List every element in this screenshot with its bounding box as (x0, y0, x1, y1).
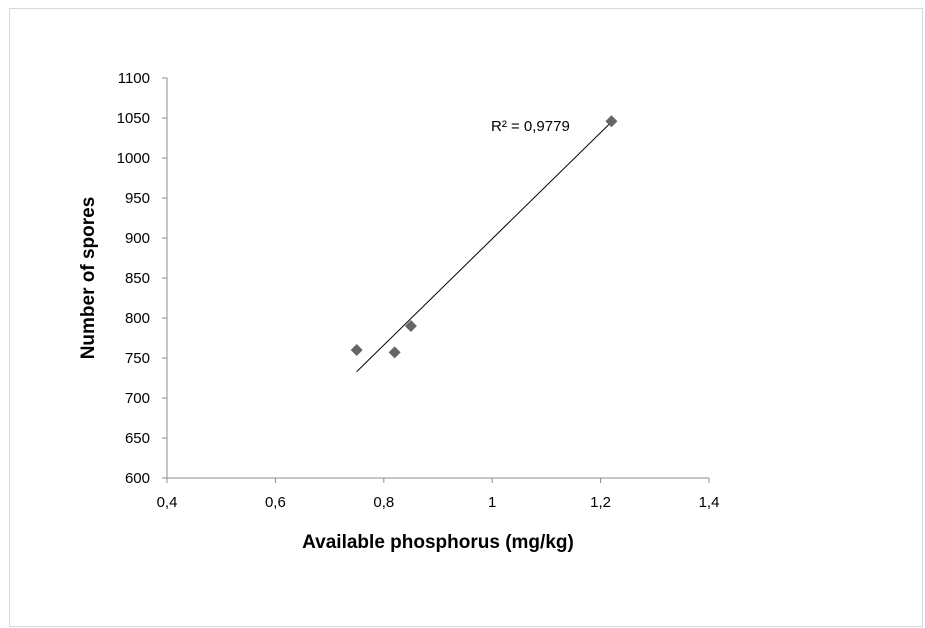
y-axis-title: Number of spores (78, 197, 99, 360)
x-tick-label: 0,8 (373, 494, 394, 511)
trendline (356, 121, 612, 372)
y-tick-label: 900 (125, 230, 150, 247)
y-tick-label: 1000 (117, 150, 150, 167)
x-tick-label: 1 (488, 494, 496, 511)
data-point-marker (605, 115, 618, 128)
x-axis-title: Available phosphorus (mg/kg) (302, 532, 574, 553)
data-points (350, 115, 618, 359)
data-point-marker (388, 346, 401, 359)
y-tick-label: 1100 (118, 70, 150, 87)
r-squared-label: R² = 0,9779 (491, 118, 570, 135)
y-ticks: 600 650 700 750 800 850 900 950 1000 1050 1100 (117, 70, 167, 487)
y-tick-label: 700 (125, 390, 150, 407)
y-tick-label: 800 (125, 310, 150, 327)
x-tick-label: 0,6 (265, 494, 286, 511)
axes (166, 78, 709, 479)
x-tick-label: 1,2 (590, 494, 611, 511)
x-ticks: 0,4 0,6 0,8 1 1,2 1,4 (157, 478, 720, 511)
y-tick-label: 650 (125, 430, 150, 447)
y-tick-label: 750 (125, 350, 150, 367)
data-point-marker (350, 344, 363, 356)
x-tick-label: 1,4 (699, 494, 720, 511)
y-tick-label: 950 (125, 190, 150, 207)
x-tick-label: 0,4 (157, 494, 178, 511)
y-tick-label: 1050 (117, 110, 150, 127)
chart-frame (9, 8, 923, 627)
data-point-marker (404, 320, 417, 332)
y-tick-label: 850 (125, 270, 150, 287)
y-tick-label: 600 (125, 470, 150, 487)
